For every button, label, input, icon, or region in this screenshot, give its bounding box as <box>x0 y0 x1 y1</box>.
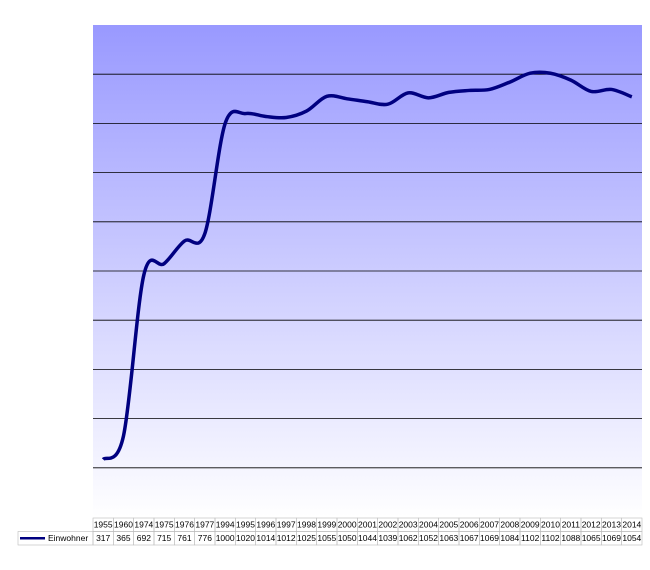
x-tick-label: 1977 <box>195 520 214 530</box>
x-tick-label: 1996 <box>256 520 275 530</box>
x-tick-label: 1975 <box>155 520 174 530</box>
x-tick-label: 2008 <box>500 520 519 530</box>
legend-label: Einwohner <box>48 533 88 543</box>
table-value: 1067 <box>460 533 479 543</box>
table-value: 1062 <box>399 533 418 543</box>
table-value: 1039 <box>378 533 397 543</box>
x-tick-label: 2012 <box>582 520 601 530</box>
table-value: 1065 <box>582 533 601 543</box>
x-tick-label: 1955 <box>94 520 113 530</box>
table-value: 761 <box>177 533 191 543</box>
table-value: 317 <box>96 533 110 543</box>
x-tick-label: 1994 <box>216 520 235 530</box>
x-tick-label: 2005 <box>439 520 458 530</box>
x-tick-label: 2003 <box>399 520 418 530</box>
table-value: 1063 <box>439 533 458 543</box>
x-tick-label: 2002 <box>378 520 397 530</box>
table-value: 1055 <box>317 533 336 543</box>
table-value: 1000 <box>216 533 235 543</box>
x-tick-label: 1999 <box>317 520 336 530</box>
x-tick-label: 2004 <box>419 520 438 530</box>
x-tick-label: 2009 <box>521 520 540 530</box>
x-tick-label: 1974 <box>134 520 153 530</box>
table-value: 1020 <box>236 533 255 543</box>
x-tick-label: 2001 <box>358 520 377 530</box>
table-value: 365 <box>116 533 130 543</box>
table-value: 1102 <box>541 533 560 543</box>
x-tick-label: 2000 <box>338 520 357 530</box>
table-value: 1054 <box>622 533 641 543</box>
table-value: 715 <box>157 533 171 543</box>
x-tick-label: 2011 <box>562 520 581 530</box>
table-value: 1084 <box>500 533 519 543</box>
x-tick-label: 2007 <box>480 520 499 530</box>
table-value: 1014 <box>256 533 275 543</box>
x-tick-label: 2014 <box>622 520 641 530</box>
table-value: 1052 <box>419 533 438 543</box>
x-tick-label: 1998 <box>297 520 316 530</box>
x-tick-label: 2013 <box>602 520 621 530</box>
table-value: 1025 <box>297 533 316 543</box>
series-line <box>101 70 633 461</box>
x-tick-label: 1960 <box>114 520 133 530</box>
table-value: 1044 <box>358 533 377 543</box>
x-tick-label: 2006 <box>460 520 479 530</box>
x-tick-label: 1997 <box>277 520 296 530</box>
x-tick-label: 1995 <box>236 520 255 530</box>
table-value: 1050 <box>338 533 357 543</box>
table-value: 1012 <box>277 533 296 543</box>
table-cell <box>621 531 643 546</box>
table-value: 1069 <box>480 533 499 543</box>
table-value: 1088 <box>561 533 580 543</box>
table-value: 692 <box>137 533 151 543</box>
x-tick-label: 2010 <box>541 520 560 530</box>
table-value: 1069 <box>602 533 621 543</box>
table-value: 1102 <box>521 533 540 543</box>
table-value: 776 <box>198 533 212 543</box>
x-tick-label: 1976 <box>175 520 194 530</box>
